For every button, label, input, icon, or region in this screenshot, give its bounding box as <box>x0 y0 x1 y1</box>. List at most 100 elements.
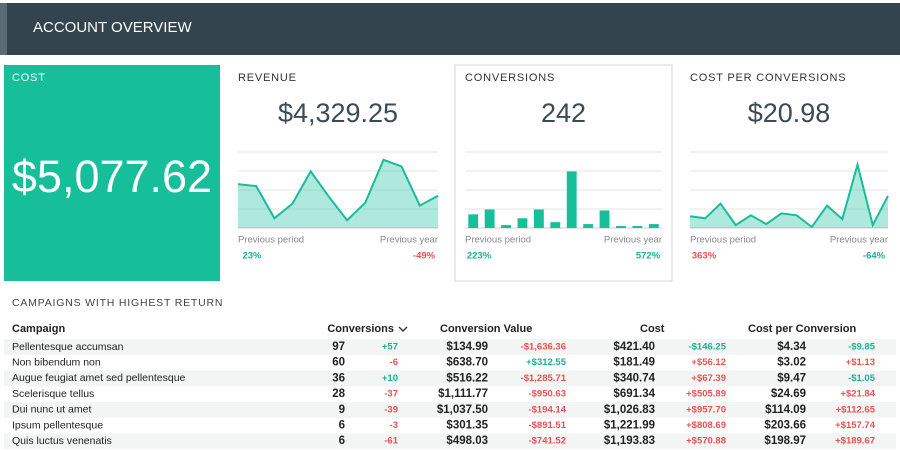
cell-value: $198.97 <box>764 435 806 447</box>
column-header: Campaign <box>12 323 65 335</box>
cell-value: $638.70 <box>446 357 488 369</box>
cell-delta: +$157.74 <box>835 420 876 431</box>
comparison-value: -49% <box>413 251 436 262</box>
cell-delta: +$570.88 <box>686 436 726 447</box>
campaign-name: Augue feugiat amet sed pellentesque <box>12 372 186 384</box>
header-accent <box>0 3 7 55</box>
comparison-label: Previous period <box>238 235 304 246</box>
campaign-name: Quis luctus venenatis <box>12 435 112 447</box>
cell-delta: +10 <box>382 373 398 384</box>
cell-value: $24.69 <box>771 388 806 400</box>
cell-value: $691.34 <box>613 388 655 400</box>
cell-value: $301.35 <box>446 420 488 432</box>
card <box>4 65 220 281</box>
cell-value: $498.03 <box>446 435 488 447</box>
campaign-name: Pellentesque accumsan <box>12 341 124 353</box>
comparison-value: 572% <box>636 251 661 262</box>
cell-value: $1,193.83 <box>604 435 655 447</box>
cell-value: 36 <box>332 372 345 384</box>
comparison-value: -64% <box>863 251 886 262</box>
cell-value: $134.99 <box>446 341 488 353</box>
bar <box>616 226 626 228</box>
comparison-label: Previous year <box>380 235 438 246</box>
cell-value: $181.49 <box>613 357 655 369</box>
column-header: Cost per Conversion <box>748 323 856 335</box>
cell-delta: +$189.67 <box>835 436 875 447</box>
row-background <box>4 402 896 418</box>
bar <box>533 209 544 228</box>
cell-value: $1,221.99 <box>604 420 655 432</box>
cell-delta: +$312.55 <box>526 357 567 368</box>
table-title: CAMPAIGNS WITH HIGHEST RETURN <box>12 297 223 309</box>
card-value: $20.98 <box>748 98 831 128</box>
card <box>454 64 673 282</box>
header-bar <box>0 3 900 55</box>
comparison-label: Previous year <box>604 235 662 246</box>
campaign-name: Scelerisque tellus <box>12 388 94 400</box>
column-header: Conversion Value <box>440 323 532 335</box>
cell-value: 6 <box>339 435 345 447</box>
card-label: REVENUE <box>238 72 297 84</box>
cell-delta: -$950.63 <box>528 389 566 400</box>
bar <box>632 226 643 228</box>
card-label: COST PER CONVERSIONS <box>690 72 846 84</box>
bar <box>484 209 495 228</box>
cell-delta: +$808.69 <box>686 420 726 431</box>
cell-value: $421.40 <box>613 341 655 353</box>
cell-delta: +$56.12 <box>691 357 726 368</box>
cell-delta: +$21.84 <box>840 389 875 400</box>
sort-icon[interactable] <box>398 326 408 332</box>
card <box>228 65 448 281</box>
card-value: $4,329.25 <box>278 98 398 128</box>
line <box>237 158 439 222</box>
cell-delta: -$146.25 <box>688 342 726 353</box>
bar <box>599 210 610 228</box>
card-value: $5,077.62 <box>12 151 212 202</box>
bar <box>583 224 594 228</box>
campaign-name: Dui nunc ut amet <box>12 404 91 416</box>
cell-delta: -3 <box>390 420 398 431</box>
card <box>680 65 898 281</box>
cell-delta: -$194.14 <box>528 404 566 415</box>
cell-value: $9.47 <box>777 372 806 384</box>
cell-value: 60 <box>332 357 345 369</box>
cell-delta: +$505.89 <box>686 389 726 400</box>
cell-delta: -$9.85 <box>848 342 876 353</box>
cell-delta: +$1.13 <box>846 357 875 368</box>
cell-value: $3.02 <box>777 357 806 369</box>
cell-value: $1,026.83 <box>604 404 655 416</box>
comparison-value: 223% <box>467 251 492 262</box>
cell-delta: +$112.65 <box>836 404 876 415</box>
cell-value: $1,037.50 <box>437 404 488 416</box>
comparison-label: Previous period <box>690 235 756 246</box>
column-header[interactable]: Conversions <box>327 323 394 335</box>
card-label: COST <box>12 72 46 84</box>
comparison-value: 363% <box>692 251 717 262</box>
row-background <box>4 370 896 387</box>
area-fill <box>238 159 438 228</box>
bar <box>566 171 577 228</box>
cell-value: 6 <box>339 420 345 432</box>
cell-value: $203.66 <box>764 420 806 432</box>
bar <box>517 218 528 228</box>
cell-delta: -37 <box>384 389 398 400</box>
cell-delta: -6 <box>390 357 398 368</box>
cell-value: $114.09 <box>765 404 806 416</box>
card-label: CONVERSIONS <box>465 72 555 84</box>
line <box>689 160 889 229</box>
cell-delta: -$1,285.71 <box>521 373 567 384</box>
cell-delta: +$957.70 <box>686 404 726 415</box>
cell-value: $516.22 <box>446 372 488 384</box>
comparison-label: Previous period <box>465 235 531 246</box>
cell-delta: -39 <box>384 404 398 415</box>
column-header: Cost <box>640 323 665 335</box>
cell-delta: -$1.05 <box>848 373 876 384</box>
bar <box>550 222 561 228</box>
cell-value: $4.34 <box>777 341 806 353</box>
cell-delta: +57 <box>382 342 398 353</box>
cell-delta: -$891.51 <box>528 420 566 431</box>
row-background <box>4 433 896 450</box>
campaign-name: Ipsum pellentesque <box>12 419 103 431</box>
cell-value: $340.74 <box>613 372 655 384</box>
